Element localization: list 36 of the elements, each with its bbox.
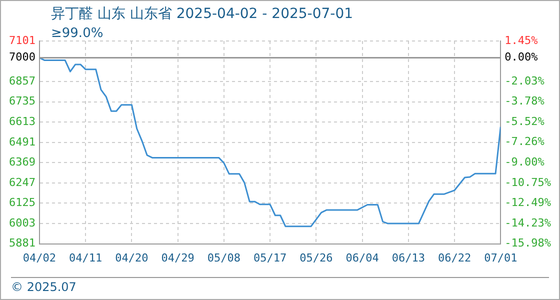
y2-tick-label: -2.03% xyxy=(504,74,545,88)
x-tick-label: 04/11 xyxy=(69,251,102,264)
y2-tick-label: -12.49% xyxy=(504,196,552,210)
y-tick-label: 6491 xyxy=(8,135,36,148)
y2-tick-label: 0.00% xyxy=(504,50,538,64)
y2-tick-label: -5.52% xyxy=(504,114,545,128)
y-tick-label: 6247 xyxy=(8,176,36,189)
y-tick-label: 6369 xyxy=(8,156,36,169)
y-tick-label: 6613 xyxy=(8,114,36,128)
text: © 2025.07 xyxy=(11,277,549,294)
y2-tick-label: -15.98% xyxy=(504,236,552,250)
x-tick-label: 06/13 xyxy=(392,251,425,264)
chart-subtitle: ≥99.0% xyxy=(51,26,104,41)
y-tick-label: 7101 xyxy=(8,34,36,47)
x-tick-label: 04/02 xyxy=(22,251,56,264)
y2-tick-label: 1.45% xyxy=(504,34,538,47)
y-tick-label: 6857 xyxy=(8,74,36,88)
x-tick-label: 05/08 xyxy=(207,251,241,264)
x-tick-label: 06/04 xyxy=(346,251,380,264)
y2-tick-label: -14.23% xyxy=(504,216,552,230)
y-tick-label: 6735 xyxy=(8,94,36,108)
x-tick-label: 05/26 xyxy=(300,251,333,264)
chart-title: 异丁醛 山东 山东省 2025-04-02 - 2025-07-01 xyxy=(51,5,354,23)
y-tick-label: 7000 xyxy=(8,50,36,64)
x-tick-label: 06/22 xyxy=(438,251,472,264)
y2-tick-label: -9.00% xyxy=(504,155,545,168)
x-tick-label: 04/29 xyxy=(161,251,194,264)
y2-tick-label: -10.75% xyxy=(504,176,552,189)
y-tick-label: 6003 xyxy=(8,216,36,230)
x-tick-label: 07/01 xyxy=(484,251,518,264)
x-tick-label: 05/17 xyxy=(254,251,287,264)
y2-tick-label: -3.78% xyxy=(504,94,545,108)
y2-tick-label: -7.26% xyxy=(504,135,545,148)
y-tick-label: 6125 xyxy=(8,196,36,210)
y-tick-label: 5881 xyxy=(8,236,36,250)
x-tick-label: 04/20 xyxy=(115,251,148,264)
